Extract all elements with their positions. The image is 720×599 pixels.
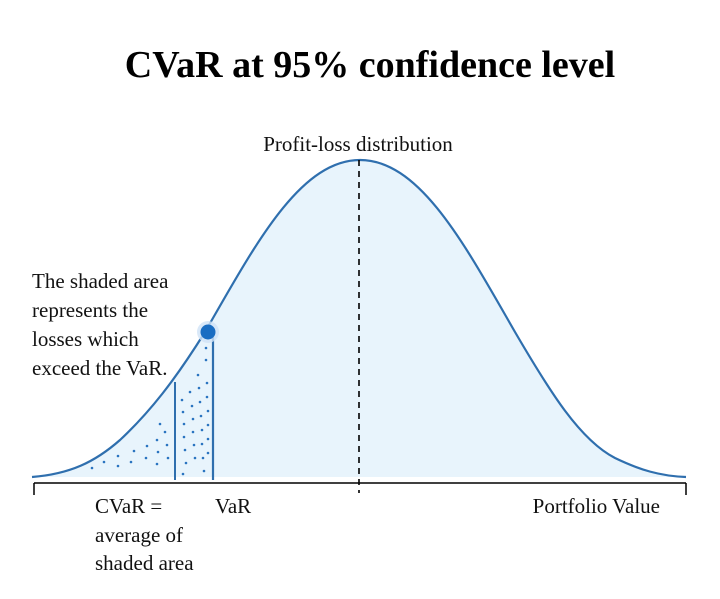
tail-dot (163, 430, 167, 434)
tail-dot (205, 395, 209, 399)
tail-dot (116, 454, 120, 458)
tail-dot (200, 428, 204, 432)
tail-dot (165, 443, 169, 447)
tail-dot (90, 466, 94, 470)
tail-dot (132, 449, 136, 453)
tail-dot (199, 414, 203, 418)
tail-dot (200, 442, 204, 446)
profit-loss-curve (31, 158, 687, 479)
tail-dot (205, 381, 209, 385)
tail-region-dots (90, 346, 210, 476)
tail-dot (188, 390, 192, 394)
tail-dot (192, 443, 196, 447)
axis-label: Portfolio Value (533, 494, 660, 518)
tail-dot (116, 464, 120, 468)
annotation-line-2: represents the (32, 298, 148, 322)
var-label: VaR (215, 494, 251, 518)
tail-dot (144, 456, 148, 460)
curve-label: Profit-loss distribution (263, 132, 453, 156)
tail-dot (102, 460, 106, 464)
tail-dot (206, 409, 210, 413)
var-marker (200, 324, 216, 340)
tail-dot (181, 472, 185, 476)
cvar-label-line-3: shaded area (95, 551, 194, 575)
tail-dot (181, 410, 185, 414)
tail-dot (193, 456, 197, 460)
tail-dot (204, 358, 208, 362)
tail-dot (191, 417, 195, 421)
tail-dot (156, 450, 160, 454)
cvar-label-line-2: average of (95, 523, 183, 547)
tail-dot (206, 451, 210, 455)
tail-dot (158, 422, 162, 426)
tail-dot (204, 346, 208, 350)
diagram-title: CVaR at 95% confidence level (125, 44, 615, 86)
tail-dot (197, 386, 201, 390)
tail-dot (182, 422, 186, 426)
tail-dot (180, 398, 184, 402)
tail-dot (184, 461, 188, 465)
tail-dot (155, 438, 159, 442)
cvar-label-line-1: CVaR = (95, 494, 162, 518)
tail-dot (190, 404, 194, 408)
tail-dot (155, 462, 159, 466)
tail-dot (198, 400, 202, 404)
tail-dot (202, 469, 206, 473)
tail-dot (182, 435, 186, 439)
annotation-line-4: exceed the VaR. (32, 356, 167, 380)
tail-dot (129, 460, 133, 464)
tail-dot (183, 448, 187, 452)
tail-dot (206, 423, 210, 427)
annotation-line-1: The shaded area (32, 269, 169, 293)
tail-dot (166, 456, 170, 460)
tail-dot (191, 430, 195, 434)
tail-dot (201, 456, 205, 460)
tail-dot (196, 373, 200, 377)
tail-dot (145, 444, 149, 448)
tail-dot (206, 437, 210, 441)
annotation-line-3: losses which (32, 327, 139, 351)
